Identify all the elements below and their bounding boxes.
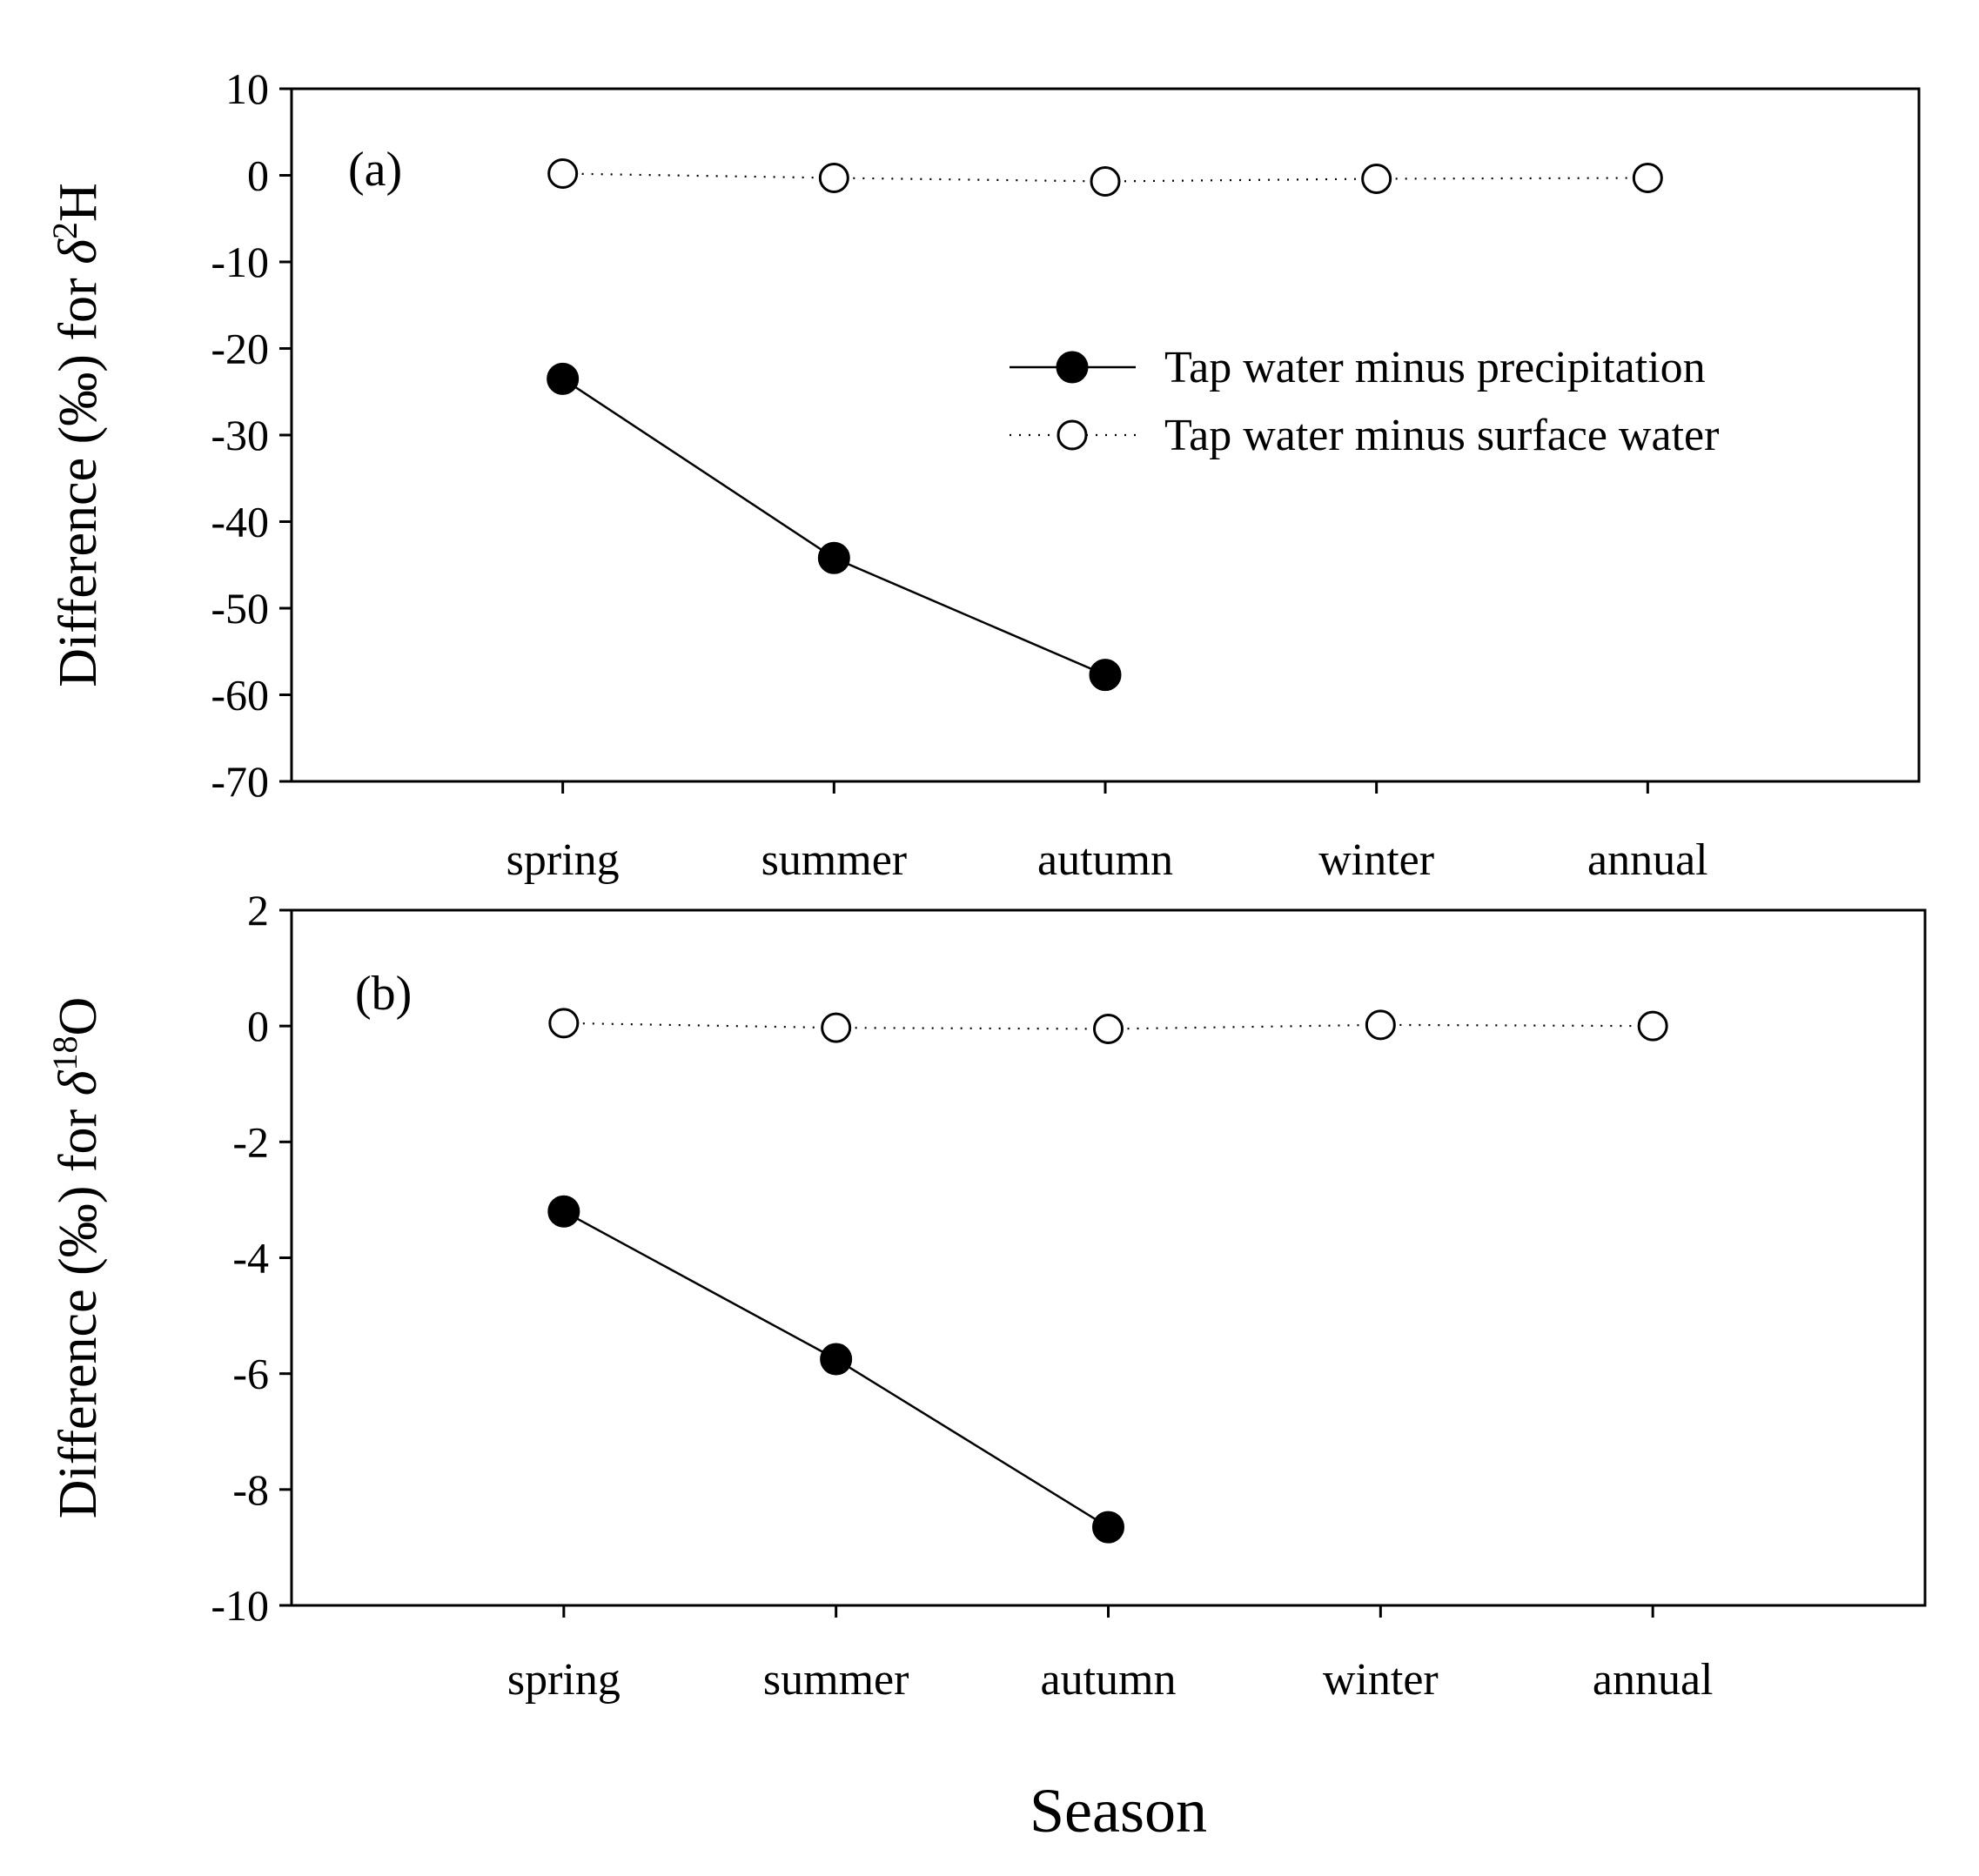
series-line-segment (1104, 178, 1377, 183)
x-tick-label: spring (506, 835, 620, 885)
y-axis-title-mid: ) for (49, 265, 108, 372)
y-axis-title: Difference (‰) for δ18O (45, 997, 109, 1519)
y-axis-title-unit: ‰ (49, 1203, 108, 1257)
y-axis-title-element: H (49, 183, 108, 222)
data-point (1632, 162, 1663, 193)
y-tick-label: 2 (247, 886, 269, 935)
y-axis-title-sup: 18 (45, 1035, 84, 1070)
series-surface-water (547, 158, 1663, 197)
y-axis-title-mid: ) for (49, 1095, 108, 1203)
x-tick-label: autumn (1037, 835, 1173, 885)
y-tick-label: -50 (211, 584, 269, 633)
x-tick-label: summer (761, 835, 908, 885)
series-line-segment (561, 378, 835, 559)
data-point (1089, 659, 1122, 692)
y-axis-title-sup: 2 (45, 222, 84, 239)
series-line-segment (833, 557, 1106, 676)
data-point (1365, 1009, 1396, 1041)
y-tick-label: -10 (211, 1581, 269, 1630)
y-tick-label: -20 (211, 325, 269, 373)
data-point (548, 1008, 580, 1039)
y-tick-label: -40 (211, 498, 269, 546)
data-point (1092, 1511, 1124, 1544)
x-tick-label: winter (1323, 1655, 1439, 1705)
y-tick-label: -8 (232, 1465, 269, 1514)
y-axis-title: Difference (‰) for δ2H (45, 183, 109, 687)
series-line-segment (834, 177, 1106, 183)
series-line-segment (835, 1357, 1110, 1529)
legend-marker-open (1057, 419, 1088, 451)
x-tick-label: spring (507, 1655, 621, 1705)
legend-label: Tap water minus precipitation (1164, 343, 1706, 392)
y-tick-label: -6 (232, 1350, 269, 1398)
legend-marker-filled (1056, 351, 1089, 384)
y-tick-label: -4 (232, 1234, 269, 1283)
data-point (547, 362, 580, 395)
y-axis-title-delta: δ (49, 1069, 108, 1095)
y-tick-label: -2 (232, 1117, 269, 1166)
y-axis-title-prefix: Difference ( (49, 1257, 108, 1518)
legend: Tap water minus precipitation Tap water m… (1010, 343, 1719, 460)
data-point (1637, 1010, 1668, 1042)
series-line-segment (562, 172, 835, 179)
data-point (1093, 1013, 1124, 1044)
data-point (821, 1012, 852, 1043)
y-tick-label: -60 (211, 671, 269, 720)
series-line-segment (563, 1210, 837, 1361)
panel-label: (b) (355, 967, 412, 1021)
x-tick-label: summer (763, 1655, 909, 1705)
series-precipitation (547, 1195, 1124, 1544)
data-point (818, 162, 849, 193)
y-tick-label: 10 (225, 64, 269, 113)
data-point (1361, 163, 1392, 194)
panel-b-chart: 2 0 -2 -4 -6 -8 -10 spring summer autumn winter ann… (45, 886, 1927, 1705)
y-tick-label: 0 (247, 1002, 269, 1050)
y-axis-title-delta: δ (49, 238, 108, 265)
panel-label: (a) (348, 143, 402, 197)
panel-a-chart: 10 0 -10 -20 -30 -40 -50 -60 -70 spring summer autu… (45, 64, 1921, 885)
data-point (817, 541, 850, 574)
x-tick-label: annual (1587, 835, 1708, 885)
y-axis-title-unit: ‰ (49, 372, 108, 426)
y-tick-label: -10 (211, 238, 269, 286)
legend-label: Tap water minus surface water (1164, 411, 1719, 460)
y-axis-title-prefix: Difference ( (49, 426, 108, 687)
x-axis-title: Season (1030, 1776, 1207, 1846)
x-tick-label: autumn (1041, 1655, 1177, 1705)
y-tick-label: -30 (211, 411, 269, 459)
data-point (547, 1195, 580, 1228)
series-surface-water (548, 1008, 1668, 1044)
series-precipitation (547, 362, 1122, 692)
y-axis-title-element: O (49, 997, 108, 1036)
data-point (820, 1343, 853, 1376)
y-tick-label: 0 (247, 151, 269, 200)
y-tick-label: -70 (211, 757, 269, 806)
data-point (547, 158, 579, 190)
data-point (1090, 165, 1121, 197)
x-tick-label: winter (1318, 835, 1434, 885)
x-tick-label: annual (1593, 1655, 1714, 1705)
